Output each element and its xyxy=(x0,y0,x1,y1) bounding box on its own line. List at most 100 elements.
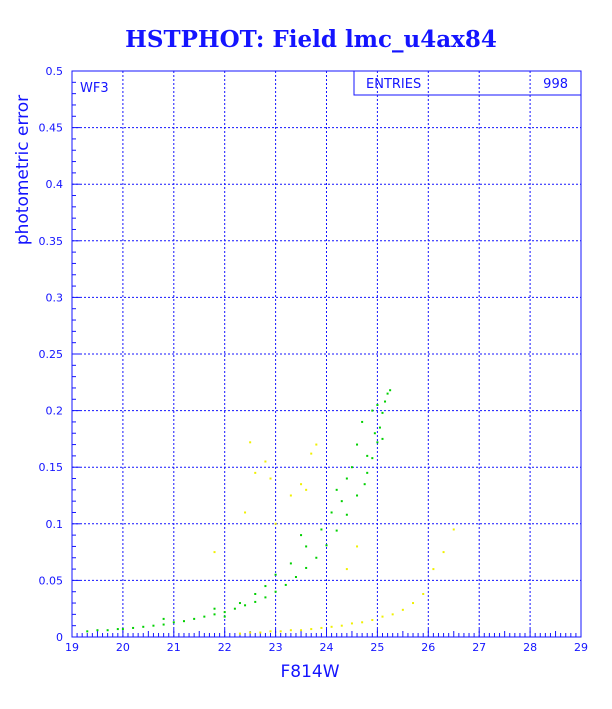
data-point xyxy=(254,592,257,595)
data-point xyxy=(96,629,99,632)
data-point xyxy=(366,471,369,474)
data-point xyxy=(300,483,303,486)
data-point xyxy=(86,630,89,633)
data-point xyxy=(371,619,374,622)
data-point xyxy=(315,443,318,446)
data-point xyxy=(432,568,435,571)
data-point xyxy=(289,494,292,497)
x-tick-label: 26 xyxy=(421,641,435,654)
y-axis-label: photometric error xyxy=(13,95,33,245)
data-point xyxy=(381,411,384,414)
data-points xyxy=(86,389,455,635)
data-point xyxy=(452,528,455,531)
y-tick-label: 0.2 xyxy=(46,405,64,418)
data-point xyxy=(142,625,145,628)
data-point xyxy=(279,630,282,633)
data-point xyxy=(376,441,379,444)
data-point xyxy=(305,566,308,569)
x-tick-labels: 19 20 21 22 23 24 25 26 27 28 29 xyxy=(65,641,588,654)
data-point xyxy=(152,624,155,627)
data-point xyxy=(422,592,425,595)
data-point xyxy=(315,556,318,559)
stats-entries-value: 998 xyxy=(543,77,568,92)
data-point xyxy=(300,629,303,632)
grid xyxy=(72,71,581,637)
data-point xyxy=(300,534,303,537)
data-point xyxy=(238,632,241,635)
data-point xyxy=(305,488,308,491)
series-1 xyxy=(86,389,392,633)
series-2 xyxy=(213,441,455,635)
data-point xyxy=(356,545,359,548)
y-tick-label: 0.35 xyxy=(39,235,64,248)
data-point xyxy=(264,596,267,599)
data-point xyxy=(182,620,185,623)
x-tick-label: 24 xyxy=(320,641,334,654)
data-point xyxy=(401,608,404,611)
x-tick-label: 20 xyxy=(116,641,130,654)
x-tick-label: 27 xyxy=(472,641,486,654)
x-tick-label: 25 xyxy=(370,641,384,654)
data-point xyxy=(386,392,389,395)
data-point xyxy=(223,615,226,618)
data-point xyxy=(335,529,338,532)
data-point xyxy=(376,403,379,406)
data-point xyxy=(213,551,216,554)
data-point xyxy=(213,613,216,616)
data-point xyxy=(335,488,338,491)
data-point xyxy=(244,511,247,514)
data-point xyxy=(371,409,374,412)
data-point xyxy=(203,615,206,618)
data-point xyxy=(345,477,348,480)
x-tick-label: 22 xyxy=(218,641,232,654)
data-point xyxy=(249,631,252,634)
data-point xyxy=(381,437,384,440)
data-point xyxy=(356,443,359,446)
data-point xyxy=(294,576,297,579)
data-point xyxy=(350,466,353,469)
y-tick-label: 0.25 xyxy=(39,348,64,361)
data-point xyxy=(310,628,313,631)
data-point xyxy=(381,615,384,618)
data-point xyxy=(274,590,277,593)
data-point xyxy=(378,426,381,429)
data-point xyxy=(259,631,262,634)
y-tick-label: 0.5 xyxy=(46,65,64,78)
data-point xyxy=(116,628,119,631)
data-point xyxy=(213,607,216,610)
data-point xyxy=(340,624,343,627)
data-point xyxy=(193,617,196,620)
data-point xyxy=(412,602,415,605)
x-axis-label: F814W xyxy=(280,662,339,682)
data-point xyxy=(345,513,348,516)
y-tick-label: 0.15 xyxy=(39,461,64,474)
data-point xyxy=(340,500,343,503)
data-point xyxy=(172,621,175,624)
y-tick-label: 0.3 xyxy=(46,291,64,304)
data-point xyxy=(254,600,257,603)
data-point xyxy=(330,511,333,514)
data-point xyxy=(238,602,241,605)
x-tick-label: 28 xyxy=(523,641,537,654)
data-point xyxy=(121,628,124,631)
data-point xyxy=(330,625,333,628)
axis-ticks xyxy=(71,70,582,638)
data-point xyxy=(366,454,369,457)
y-tick-label: 0.1 xyxy=(46,518,64,531)
y-tick-label: 0.4 xyxy=(46,178,64,191)
data-point xyxy=(305,545,308,548)
x-tick-label: 23 xyxy=(269,641,283,654)
stats-entries-label: ENTRIES xyxy=(366,77,421,92)
data-point xyxy=(325,544,328,547)
data-point xyxy=(264,460,267,463)
data-point xyxy=(162,617,165,620)
chart-title: HSTPHOT: Field lmc_u4ax84 xyxy=(125,26,497,53)
data-point xyxy=(162,623,165,626)
data-point xyxy=(356,494,359,497)
data-point xyxy=(289,629,292,632)
data-point xyxy=(249,441,252,444)
data-point xyxy=(371,457,374,460)
data-point xyxy=(373,432,376,435)
data-point xyxy=(442,551,445,554)
